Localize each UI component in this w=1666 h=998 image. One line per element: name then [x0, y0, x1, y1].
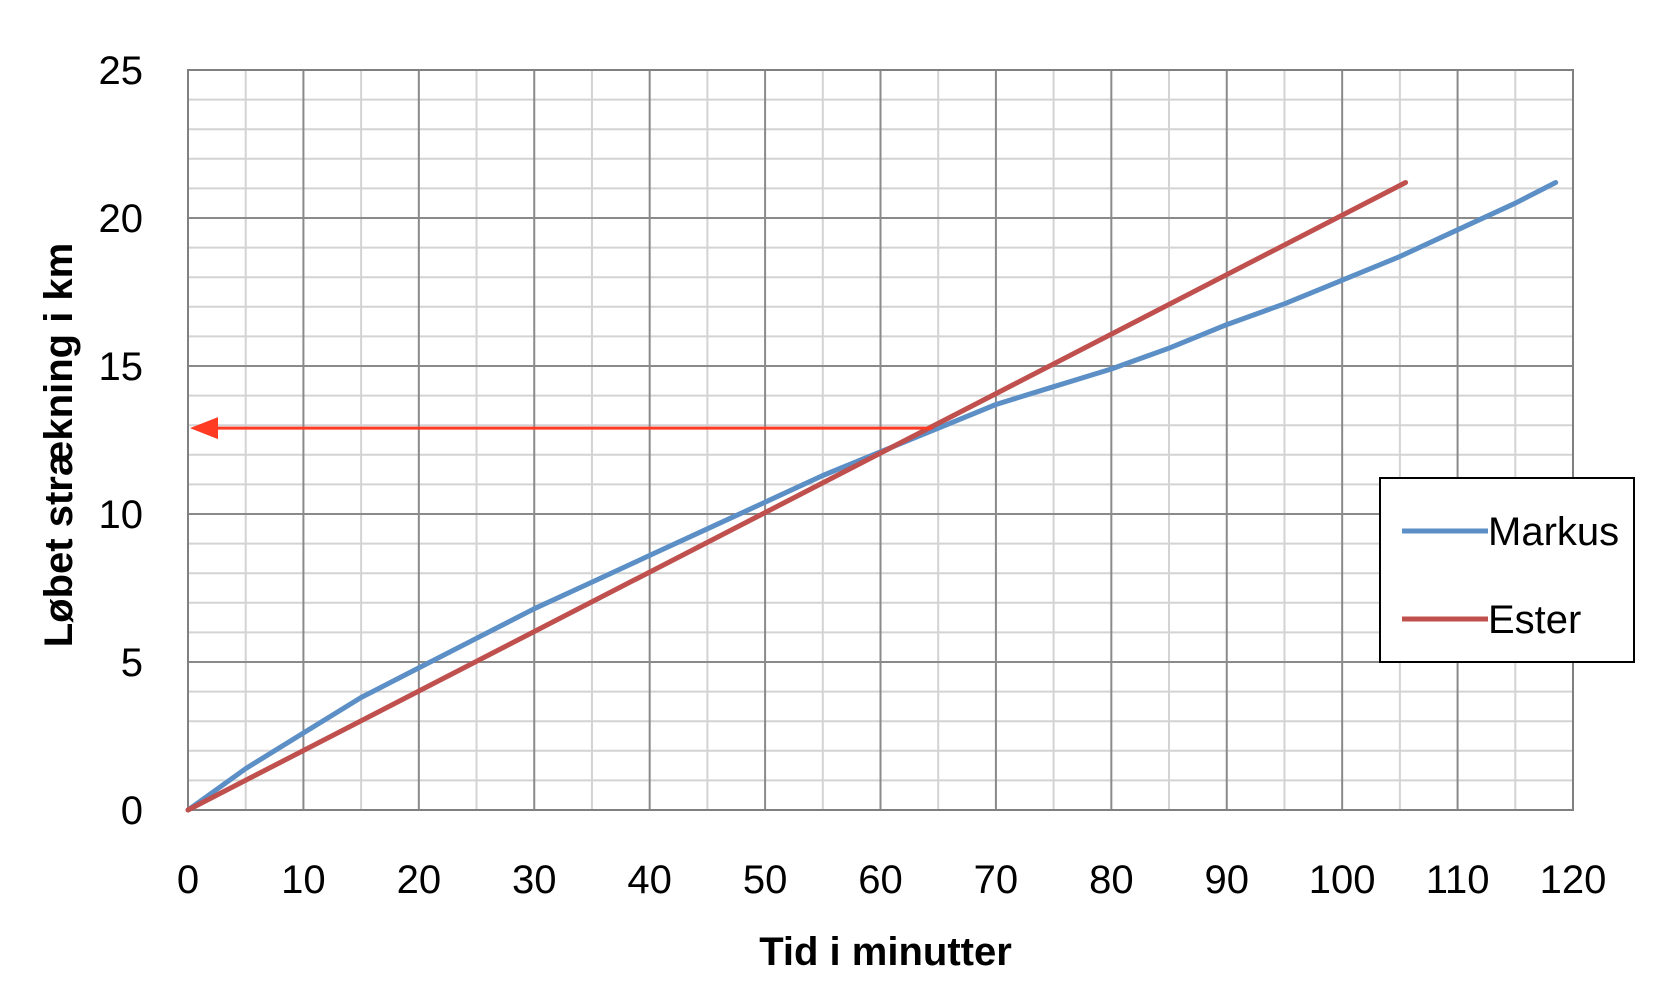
- series-line-ester: [185, 180, 1409, 813]
- y-tick-label: 25: [99, 49, 144, 93]
- x-tick-label: 30: [512, 858, 557, 902]
- x-tick-label: 0: [177, 858, 199, 902]
- plot-area-border: [187, 69, 1574, 811]
- reading-arrowhead: [190, 417, 218, 440]
- y-axis-tick-labels: 0 5 10 15 20 25: [99, 49, 144, 833]
- major-gridlines: [187, 69, 1574, 811]
- x-tick-label: 60: [858, 858, 903, 902]
- x-tick-label: 50: [743, 858, 788, 902]
- x-tick-label: 90: [1205, 858, 1250, 902]
- legend-label-markus: Markus: [1488, 510, 1619, 554]
- y-tick-label: 15: [99, 345, 144, 389]
- x-tick-label: 10: [281, 858, 326, 902]
- x-tick-label: 80: [1089, 858, 1134, 902]
- x-tick-label: 20: [397, 858, 442, 902]
- legend-box: [1379, 477, 1635, 663]
- y-tick-label: 0: [121, 789, 143, 833]
- series-lines: [185, 180, 1559, 813]
- x-tick-label: 110: [1426, 858, 1490, 902]
- y-tick-label: 5: [121, 641, 143, 685]
- legend: Markus Ester: [1379, 477, 1635, 663]
- x-tick-label: 40: [627, 858, 672, 902]
- y-axis-title: Løbet strækning i km: [37, 243, 81, 648]
- x-tick-label: 70: [974, 858, 1019, 902]
- x-tick-label: 120: [1540, 858, 1607, 902]
- legend-label-ester: Ester: [1488, 598, 1581, 642]
- y-tick-label: 20: [99, 197, 144, 241]
- y-tick-label: 10: [99, 493, 144, 537]
- x-axis-tick-labels: 0 10 20 30 40 50 60 70 80 90 100 110 120: [177, 858, 1607, 902]
- x-axis-title: Tid i minutter: [759, 930, 1012, 974]
- x-tick-label: 100: [1309, 858, 1376, 902]
- annotations: [190, 417, 933, 440]
